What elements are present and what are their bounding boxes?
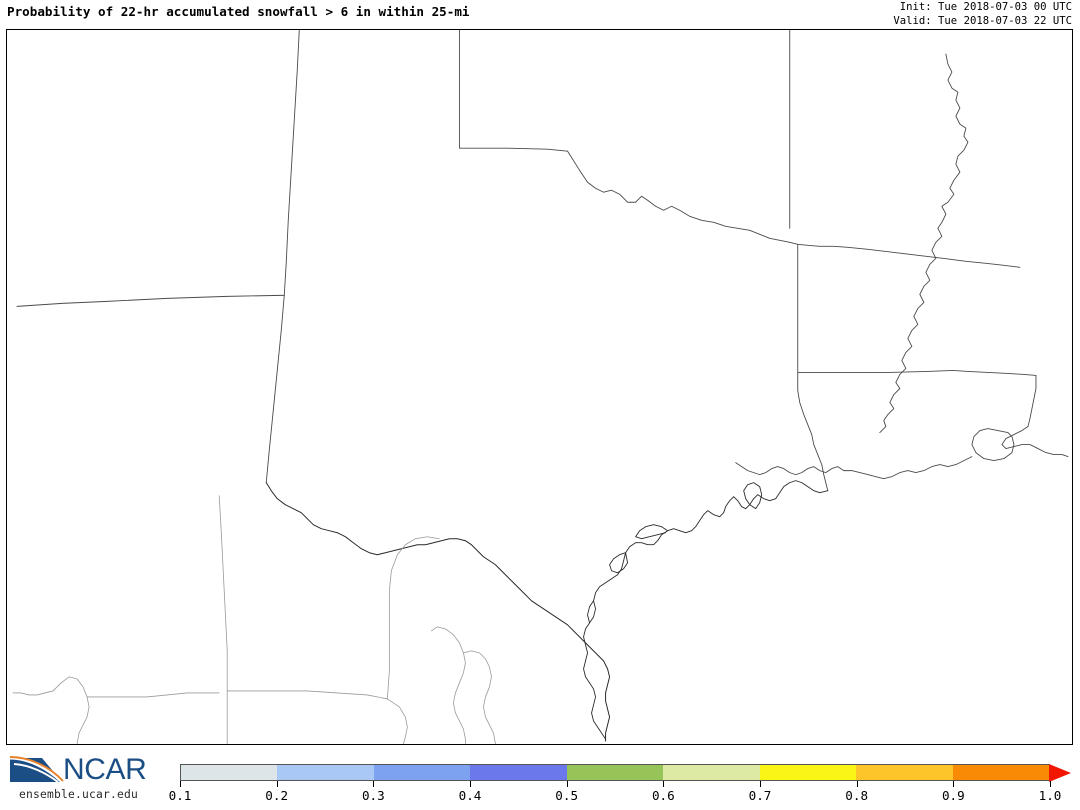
- ncar-logo[interactable]: NCAR ensemble.ucar.edu: [6, 752, 170, 804]
- map-background: [7, 30, 1072, 744]
- gulf-coastline: [583, 480, 829, 740]
- colorbar-tick-0.6: [663, 781, 665, 787]
- page-title: Probability of 22-hr accumulated snowfal…: [7, 4, 470, 19]
- colorbar-tick-0.9: [953, 781, 955, 787]
- colorbar-band-0.8-0.9: [856, 765, 953, 780]
- map-geography: [7, 30, 1072, 744]
- colorbar-tick-0.3: [373, 781, 375, 787]
- colorbar-band-0.4-0.5: [470, 765, 567, 780]
- colorbar-tick-0.1: [180, 781, 181, 787]
- colorbar-band-0.7-0.8: [759, 765, 857, 780]
- colorbar-tick-label-0.4: 0.4: [458, 788, 482, 803]
- colorbar-tick-0.2: [276, 781, 278, 787]
- ncar-url-label: ensemble.ucar.edu: [19, 788, 139, 801]
- state-boundaries: [16, 30, 1069, 492]
- colorbar-tick-label-0.8: 0.8: [845, 788, 869, 803]
- colorbar-tick-label-1.0: 1.0: [1038, 788, 1062, 803]
- mexico-state-boundaries: [12, 495, 496, 744]
- valid-timestamp: Valid: Tue 2018-07-03 22 UTC: [893, 14, 1072, 27]
- colorbar-overflow-arrow-icon: [1049, 763, 1071, 782]
- colorbar-tick-1.0: [1050, 781, 1051, 787]
- colorbar-tick-label-0.9: 0.9: [941, 788, 965, 803]
- colorbar-tick-0.4: [470, 781, 471, 787]
- ncar-wordmark: NCAR: [63, 753, 147, 786]
- colorbar-tick-label-0.6: 0.6: [651, 788, 675, 803]
- header-bar: Probability of 22-hr accumulated snowfal…: [0, 0, 1080, 30]
- footer-bar: NCAR ensemble.ucar.edu 0.1 0.2 0.3 0.4 0.5 0.…: [0, 748, 1080, 810]
- colorbar-tick-label-0.3: 0.3: [361, 788, 385, 803]
- forecast-timestamps: Init: Tue 2018-07-03 00 UTC Valid: Tue 2…: [893, 1, 1072, 28]
- init-timestamp: Init: Tue 2018-07-03 00 UTC: [899, 1, 1072, 13]
- colorbar-bands: [180, 764, 1050, 781]
- colorbar-band-0.1-0.2: [181, 765, 278, 780]
- colorbar-tick-label-0.5: 0.5: [555, 788, 579, 803]
- colorbar-tick-label-0.2: 0.2: [265, 788, 289, 803]
- colorbar-tick-0.5: [566, 781, 568, 787]
- colorbar-tick-0.7: [760, 781, 761, 787]
- colorbar-tick-label-0.7: 0.7: [748, 788, 772, 803]
- colorbar-tick-label-0.1: 0.1: [168, 788, 192, 803]
- colorbar-band-0.3-0.4: [373, 765, 471, 780]
- international-border-rio-grande: [265, 482, 611, 742]
- map-panel[interactable]: [6, 29, 1073, 745]
- colorbar-tick-0.8: [856, 781, 858, 787]
- colorbar-band-0.9-1.0: [952, 765, 1049, 780]
- colorbar-band-0.6-0.7: [663, 765, 760, 780]
- colorbar-band-0.2-0.3: [277, 765, 374, 780]
- probability-colorbar[interactable]: 0.1 0.2 0.3 0.4 0.5 0.6 0.7 0.8 0.9 1.0: [169, 763, 1073, 808]
- ncar-logo-mark: [9, 756, 64, 784]
- colorbar-band-0.5-0.6: [566, 765, 664, 780]
